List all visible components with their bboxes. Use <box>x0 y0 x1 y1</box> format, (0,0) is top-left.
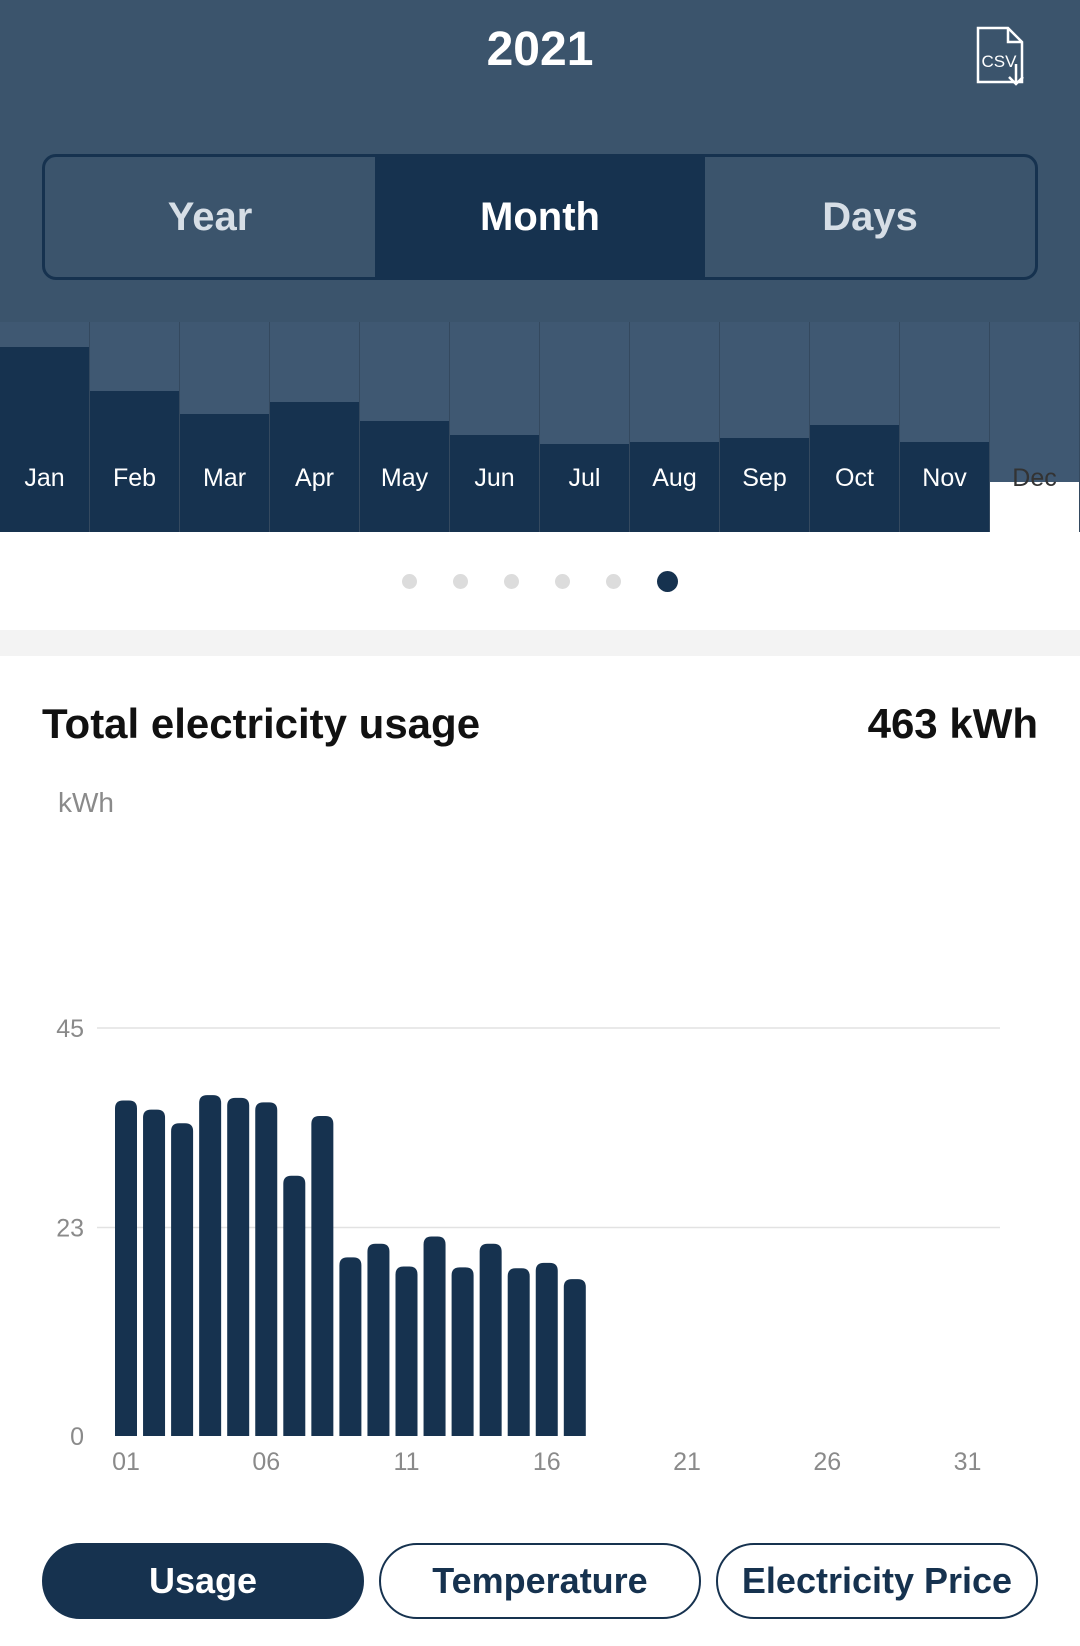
month-label: Feb <box>112 464 157 492</box>
x-tick-label: 06 <box>252 1448 280 1476</box>
tab-temperature-label: Temperature <box>432 1560 648 1601</box>
y-tick-label: 45 <box>56 1015 84 1043</box>
usage-bar <box>115 1100 137 1436</box>
month-usage-fill <box>180 414 269 532</box>
month-dec[interactable]: Dec <box>990 322 1080 532</box>
month-label: Nov <box>922 464 967 492</box>
usage-bar <box>479 1243 502 1436</box>
usage-bar <box>535 1262 558 1436</box>
usage-bar <box>339 1257 362 1436</box>
x-tick-label: 01 <box>112 1448 140 1476</box>
month-usage-fill <box>270 401 359 532</box>
page-dot[interactable] <box>402 573 417 589</box>
month-label: Jul <box>568 464 601 492</box>
metric-tabs: Usage Temperature Electricity Price <box>42 1543 1038 1619</box>
header: 2021 CSV Year Month Days <box>0 0 1080 322</box>
month-nov[interactable]: Nov <box>900 322 990 532</box>
usage-bar <box>171 1123 194 1436</box>
month-label: Sep <box>742 464 787 492</box>
month-feb[interactable]: Feb <box>90 322 180 532</box>
csv-download-button[interactable]: CSV <box>972 26 1032 90</box>
month-usage-fill <box>540 443 629 532</box>
month-mar[interactable]: Mar <box>180 322 270 532</box>
usage-bar <box>367 1243 390 1436</box>
tab-usage[interactable]: Usage <box>42 1543 364 1619</box>
usage-bar <box>255 1102 278 1436</box>
month-label: Dec <box>1012 464 1057 492</box>
page-dot[interactable] <box>657 570 678 592</box>
y-axis-unit-label: kWh <box>58 787 114 818</box>
x-tick-label: 11 <box>394 1448 420 1476</box>
month-strip: Jan Feb Mar Apr May Jun Jul Aug Sep Oct Nov Dec <box>0 322 1080 532</box>
page-dot[interactable] <box>453 573 468 589</box>
month-jul[interactable]: Jul <box>540 322 630 532</box>
month-usage-fill <box>90 391 179 532</box>
usage-bar <box>283 1175 306 1436</box>
usage-bar <box>311 1115 334 1436</box>
usage-bar <box>227 1097 250 1436</box>
year-title: 2021 <box>486 23 594 76</box>
month-usage-fill <box>810 424 899 532</box>
segment-year-label: Year <box>167 194 253 239</box>
segment-month[interactable]: Month <box>375 157 705 277</box>
x-tick-label: 26 <box>813 1448 841 1476</box>
section-divider <box>0 630 1080 656</box>
usage-bar <box>143 1109 166 1436</box>
tab-electricity-price-label: Electricity Price <box>741 1560 1013 1601</box>
month-jun[interactable]: Jun <box>450 322 540 532</box>
usage-bar <box>563 1279 586 1436</box>
month-label: Apr <box>295 464 334 492</box>
month-usage-fill <box>990 481 1079 532</box>
month-oct[interactable]: Oct <box>810 322 900 532</box>
month-aug[interactable]: Aug <box>630 322 720 532</box>
month-label: Mar <box>202 464 247 492</box>
tab-temperature[interactable]: Temperature <box>379 1543 701 1619</box>
csv-icon-text: CSV <box>982 52 1018 71</box>
csv-download-icon: CSV <box>976 26 1024 86</box>
month-usage-fill <box>630 441 719 532</box>
page-dot[interactable] <box>504 573 519 589</box>
x-tick-label: 21 <box>673 1448 701 1476</box>
month-usage-fill <box>360 420 449 532</box>
month-usage-fill <box>900 441 989 532</box>
segment-year[interactable]: Year <box>45 157 375 277</box>
page-dot[interactable] <box>606 573 621 589</box>
x-tick-label: 31 <box>954 1448 982 1476</box>
segment-days[interactable]: Days <box>705 157 1035 277</box>
usage-bar <box>507 1268 530 1436</box>
y-tick-label: 0 <box>70 1423 84 1451</box>
page-dot[interactable] <box>555 573 570 589</box>
month-usage-fill <box>720 437 809 532</box>
month-may[interactable]: May <box>360 322 450 532</box>
daily-usage-chart: kWh 0 23 45 01 06 11 16 21 26 31 <box>56 787 1000 1476</box>
tab-electricity-price[interactable]: Electricity Price <box>716 1543 1038 1619</box>
month-label: Jun <box>474 464 515 492</box>
month-label: May <box>380 464 429 492</box>
month-jan[interactable]: Jan <box>0 322 90 532</box>
month-usage-fill <box>450 435 539 532</box>
usage-bar <box>395 1266 418 1436</box>
month-label: Aug <box>652 464 697 492</box>
period-selector: Year Month Days <box>42 154 1038 280</box>
page-indicator <box>0 570 1080 592</box>
month-label: Jan <box>24 464 65 492</box>
x-tick-label: 16 <box>533 1448 561 1476</box>
month-usage-fill <box>0 347 89 532</box>
usage-bar <box>451 1267 474 1436</box>
y-tick-label: 23 <box>56 1214 84 1242</box>
segment-days-label: Days <box>822 194 918 239</box>
total-usage-label: Total electricity usage <box>42 700 481 747</box>
month-apr[interactable]: Apr <box>270 322 360 532</box>
month-label: Oct <box>835 464 874 492</box>
month-sep[interactable]: Sep <box>720 322 810 532</box>
segment-month-label: Month <box>480 194 600 239</box>
total-usage-value: 463 kWh <box>867 700 1038 747</box>
tab-usage-label: Usage <box>148 1560 258 1601</box>
usage-bar <box>423 1236 446 1436</box>
usage-bar <box>199 1095 222 1436</box>
